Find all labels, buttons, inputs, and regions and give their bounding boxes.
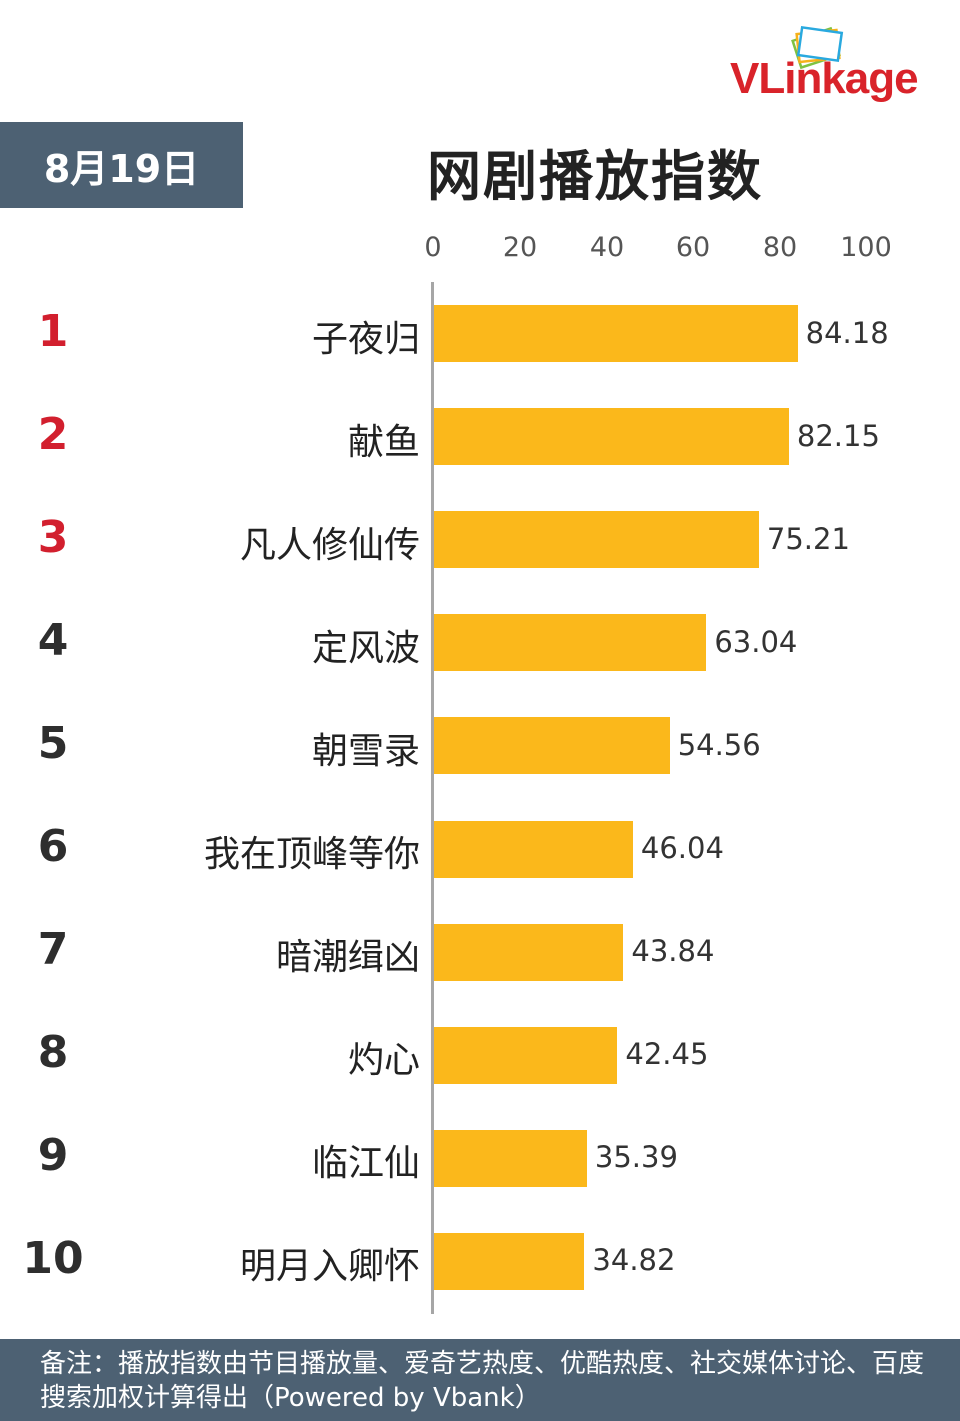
vlinkage-logo: VLinkage bbox=[730, 20, 952, 103]
bar bbox=[434, 305, 798, 362]
value-label: 63.04 bbox=[714, 624, 798, 659]
value-label: 34.82 bbox=[592, 1243, 676, 1278]
bar bbox=[434, 1232, 585, 1290]
value-label: 75.21 bbox=[766, 521, 850, 556]
date-badge: 8月19日 bbox=[0, 122, 243, 208]
rank-number: 2 bbox=[37, 408, 69, 460]
value-label: 43.84 bbox=[631, 934, 715, 969]
rank-number: 9 bbox=[37, 1130, 69, 1182]
rank-number: 6 bbox=[37, 821, 69, 872]
bar bbox=[434, 1026, 618, 1084]
rank-number: 8 bbox=[37, 1027, 69, 1079]
bar bbox=[434, 1129, 587, 1187]
value-label: 82.15 bbox=[796, 418, 880, 453]
value-label: 54.56 bbox=[677, 727, 761, 762]
value-label: 84.18 bbox=[805, 315, 889, 350]
bar bbox=[434, 717, 670, 775]
bar bbox=[434, 923, 624, 981]
x-tick-label: 80 bbox=[762, 232, 798, 263]
rank-number: 5 bbox=[37, 717, 69, 769]
category-label: 子夜归 bbox=[311, 318, 420, 360]
rank-number: 7 bbox=[37, 924, 69, 976]
rank-number: 3 bbox=[37, 511, 69, 563]
bar bbox=[434, 408, 789, 466]
category-label: 献鱼 bbox=[347, 421, 420, 463]
value-label: 46.04 bbox=[640, 831, 724, 865]
category-label: 凡人修仙传 bbox=[239, 524, 420, 566]
rank-number: 1 bbox=[37, 305, 69, 357]
footnote: 备注：播放指数由节目播放量、爱奇艺热度、优酷热度、社交媒体讨论、百度搜索加权计算… bbox=[0, 1339, 960, 1421]
category-label: 我在顶峰等你 bbox=[203, 834, 420, 875]
logo-cards-icon bbox=[791, 25, 844, 70]
x-tick-label: 20 bbox=[502, 232, 538, 263]
category-label: 暗潮缉凶 bbox=[275, 937, 420, 979]
value-label: 42.45 bbox=[625, 1037, 709, 1072]
x-tick-label: 100 bbox=[840, 232, 892, 263]
category-label: 灼心 bbox=[347, 1040, 420, 1082]
x-tick-label: 40 bbox=[589, 232, 625, 263]
rank-number: 10 bbox=[22, 1233, 84, 1285]
y-axis-line bbox=[431, 282, 434, 1314]
logo-text: VLinkage bbox=[730, 54, 919, 103]
chart-title: 网剧播放指数 bbox=[427, 145, 763, 208]
bar bbox=[434, 511, 759, 569]
bar bbox=[434, 820, 633, 878]
rank-number: 4 bbox=[37, 614, 69, 666]
category-label: 朝雪录 bbox=[311, 730, 420, 772]
category-label: 临江仙 bbox=[311, 1143, 420, 1185]
category-label: 明月入卿怀 bbox=[239, 1246, 420, 1288]
bar bbox=[434, 614, 707, 672]
x-tick-label: 0 bbox=[424, 232, 442, 263]
value-label: 35.39 bbox=[594, 1140, 678, 1175]
x-tick-label: 60 bbox=[675, 232, 711, 263]
category-label: 定风波 bbox=[311, 627, 420, 669]
